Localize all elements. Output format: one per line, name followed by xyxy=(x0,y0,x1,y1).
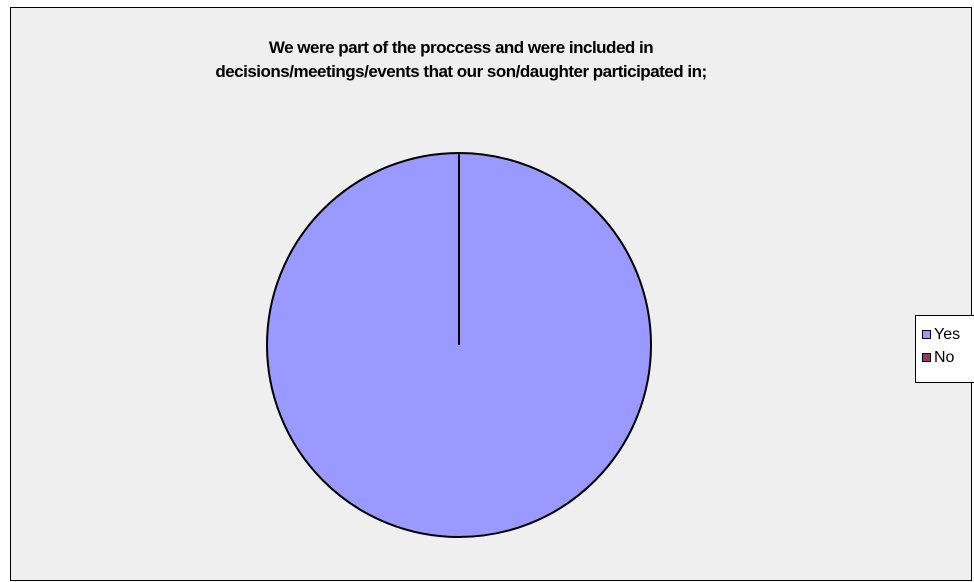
legend: Yes No xyxy=(915,315,974,383)
chart-title-line-1: We were part of the proccess and were in… xyxy=(268,38,654,57)
legend-label-yes: Yes xyxy=(934,325,961,343)
legend-item-no: No xyxy=(916,346,974,369)
chart-area: We were part of the proccess and were in… xyxy=(10,7,974,581)
legend-swatch-no xyxy=(922,353,931,362)
legend-item-yes: Yes xyxy=(916,323,974,346)
chart-title-line-2: decisions/meetings/events that our son/d… xyxy=(215,62,707,81)
legend-label-no: No xyxy=(934,348,955,366)
chart-title: We were part of the proccess and were in… xyxy=(11,36,911,84)
legend-swatch-yes xyxy=(922,330,931,339)
pie-chart xyxy=(266,152,652,538)
